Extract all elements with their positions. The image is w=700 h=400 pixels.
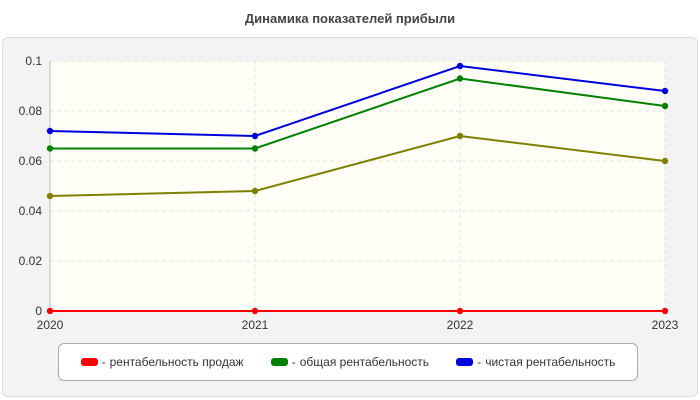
data-point-0 (456, 307, 464, 315)
y-tick-label: 0.08 (19, 104, 43, 118)
data-point-1 (456, 75, 464, 82)
legend-prefix: - (101, 355, 106, 369)
y-tick-label: 0.06 (19, 154, 43, 168)
data-point-2 (456, 62, 464, 70)
y-tick-label: 0.04 (19, 204, 43, 218)
series-line-3 (49, 134, 666, 197)
legend-item-sales: - рентабельность продаж (80, 355, 244, 369)
legend-swatch-net (456, 358, 474, 366)
data-point-2 (46, 127, 54, 135)
legend-item-net: - чистая рентабельность (456, 355, 615, 369)
data-point-0 (661, 307, 669, 315)
data-point-3 (251, 187, 259, 195)
legend-label-total: общая рентабельность (299, 355, 430, 369)
legend-prefix: - (291, 355, 296, 369)
y-tick-label: 0 (35, 304, 42, 318)
legend: - рентабельность продаж - общая рентабел… (58, 343, 638, 381)
data-point-3 (46, 192, 54, 200)
x-tick-label: 2021 (242, 318, 269, 332)
legend-label-sales: рентабельность продаж (109, 355, 244, 369)
chart-title: Динамика показателей прибыли (244, 11, 456, 26)
data-point-0 (46, 307, 54, 315)
series-line-2 (49, 64, 666, 138)
legend-swatch-sales (80, 358, 98, 366)
data-point-0 (251, 307, 259, 315)
legend-item-total: - общая рентабельность (270, 355, 430, 369)
series-line-1 (50, 77, 666, 150)
data-point-2 (661, 87, 669, 95)
x-tick-label: 2023 (652, 318, 679, 332)
data-point-2 (251, 132, 259, 140)
y-tick-label: 0.02 (19, 254, 43, 268)
data-point-1 (251, 145, 259, 152)
legend-label-net: чистая рентабельность (485, 355, 616, 369)
data-point-3 (661, 157, 669, 165)
data-point-3 (456, 132, 464, 140)
y-tick-label: 0.1 (25, 54, 42, 68)
data-point-1 (661, 102, 669, 110)
legend-prefix: - (477, 355, 482, 369)
x-tick-label: 2020 (37, 318, 64, 332)
x-tick-label: 2022 (447, 318, 474, 332)
data-point-1 (46, 145, 54, 152)
plot-background (50, 61, 665, 311)
legend-swatch-total (270, 358, 288, 366)
